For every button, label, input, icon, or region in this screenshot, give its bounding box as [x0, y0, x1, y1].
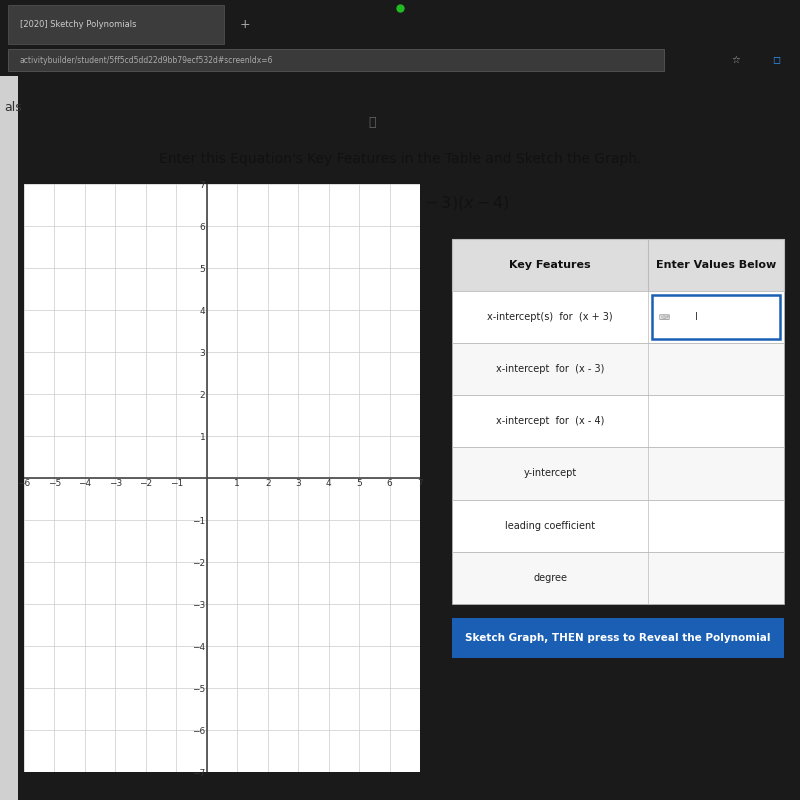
Circle shape [54, 215, 82, 241]
Text: Key Features: Key Features [509, 260, 591, 270]
Text: Sketch Graph, THEN press to Reveal the Polynomial: Sketch Graph, THEN press to Reveal the P… [466, 633, 770, 643]
Text: als: als [4, 102, 22, 114]
Bar [8, 49, 664, 71]
Text: activitybuilder/student/5ff5cd5dd22d9bb79ecf532d#screenIdx=6: activitybuilder/student/5ff5cd5dd22d9bb7… [20, 55, 274, 65]
Text: ↩: ↩ [344, 222, 354, 234]
Text: ⤢: ⤢ [368, 116, 376, 129]
Bar [452, 499, 784, 552]
Text: ☆: ☆ [732, 55, 740, 65]
Bar [452, 447, 784, 499]
Text: Enter Values Below: Enter Values Below [656, 260, 776, 270]
Text: ↪: ↪ [368, 222, 378, 234]
Text: I: I [694, 312, 698, 322]
Bar [452, 395, 784, 447]
Bar [452, 291, 784, 343]
Bar [452, 239, 784, 291]
Text: y-intercept: y-intercept [523, 469, 577, 478]
Bar [0, 76, 18, 800]
Text: ⌨: ⌨ [658, 313, 670, 322]
Text: ▾: ▾ [80, 223, 84, 233]
Text: +: + [240, 18, 250, 31]
Bar [452, 343, 784, 395]
Bar [452, 552, 784, 604]
Text: /: / [26, 223, 30, 233]
Bar [452, 618, 784, 658]
Text: x-intercept(s)  for  (x + 3): x-intercept(s) for (x + 3) [487, 312, 613, 322]
Bar [8, 5, 224, 44]
Text: $y = \dfrac{-1}{18}(x+3)^{1}(x-3)(x-4)$: $y = \dfrac{-1}{18}(x+3)^{1}(x-3)(x-4)$ [290, 188, 510, 222]
Text: leading coefficient: leading coefficient [505, 521, 595, 530]
Text: degree: degree [533, 573, 567, 582]
Text: x-intercept  for  (x - 4): x-intercept for (x - 4) [496, 416, 604, 426]
Text: ✕: ✕ [396, 223, 406, 233]
Text: /: / [44, 223, 48, 233]
Text: [2020] Sketchy Polynomials: [2020] Sketchy Polynomials [20, 20, 137, 29]
Text: x-intercept  for  (x - 3): x-intercept for (x - 3) [496, 364, 604, 374]
Text: Enter this Equation's Key Features in the Table and Sketch the Graph.: Enter this Equation's Key Features in th… [159, 152, 641, 166]
Bar [652, 295, 780, 339]
Text: ◻: ◻ [772, 55, 780, 65]
